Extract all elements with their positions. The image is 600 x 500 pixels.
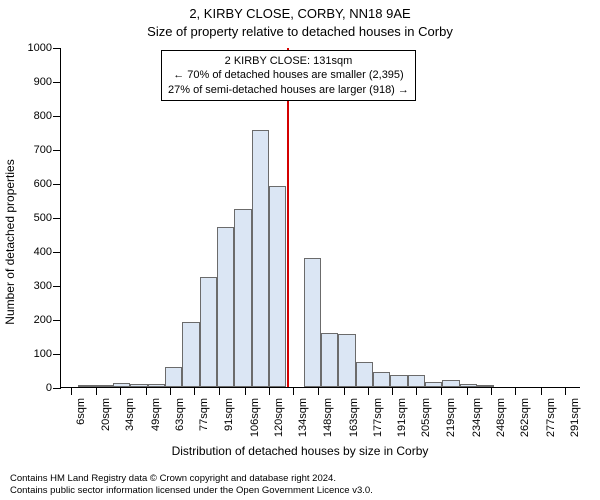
x-tick-label: 277sqm [545,398,557,438]
annotation-box: 2 KIRBY CLOSE: 131sqm← 70% of detached h… [161,50,416,101]
x-axis-label: Distribution of detached houses by size … [0,444,600,458]
x-tick-label: 120sqm [273,398,285,438]
histogram-bar [408,375,425,387]
y-tick-label: 500 [12,212,52,224]
x-tick [515,387,516,395]
y-tick [53,388,61,389]
x-tick-label: 262sqm [519,398,531,438]
x-tick [491,387,492,395]
page-title-line1: 2, KIRBY CLOSE, CORBY, NN18 9AE [0,6,600,21]
x-tick [219,387,220,395]
histogram-bar [165,367,182,387]
histogram-bar [234,209,251,388]
histogram-bar [130,384,147,387]
x-tick-label: 163sqm [348,398,360,438]
y-tick [53,184,61,185]
footer-line1: Contains HM Land Registry data © Crown c… [10,473,373,485]
histogram-bar [252,130,269,387]
histogram-bar [78,385,95,387]
x-tick-label: 34sqm [124,398,136,438]
y-tick-label: 800 [12,110,52,122]
histogram-bar [442,380,459,387]
histogram-bar [304,258,321,387]
histogram-bar [148,384,165,387]
histogram-bar [373,372,390,387]
y-tick [53,286,61,287]
histogram-bar [269,186,286,387]
attribution-footer: Contains HM Land Registry data © Crown c… [10,473,373,497]
x-tick [170,387,171,395]
histogram-bar [113,383,130,387]
x-tick [318,387,319,395]
footer-line2: Contains public sector information licen… [10,485,373,497]
histogram-bar [321,333,338,387]
x-tick-label: 20sqm [100,398,112,438]
histogram-bar [217,227,234,387]
x-tick-label: 205sqm [420,398,432,438]
y-tick-label: 100 [12,348,52,360]
x-tick-label: 6sqm [75,398,87,438]
x-tick [565,387,566,395]
x-tick-label: 49sqm [150,398,162,438]
annotation-line2: ← 70% of detached houses are smaller (2,… [168,68,409,82]
x-tick [96,387,97,395]
x-tick [467,387,468,395]
y-tick [53,354,61,355]
y-tick-label: 300 [12,280,52,292]
histogram-bar [356,362,373,388]
x-tick [416,387,417,395]
x-tick-label: 91sqm [223,398,235,438]
y-tick-label: 700 [12,144,52,156]
annotation-line3: 27% of semi-detached houses are larger (… [168,83,409,97]
y-tick [53,252,61,253]
x-tick [245,387,246,395]
x-tick [293,387,294,395]
histogram-bar [460,384,477,387]
histogram-bar [425,382,442,387]
x-tick-label: 77sqm [198,398,210,438]
x-tick-label: 219sqm [445,398,457,438]
x-tick [146,387,147,395]
x-tick [120,387,121,395]
x-tick-label: 148sqm [322,398,334,438]
x-tick [194,387,195,395]
y-tick [53,150,61,151]
x-tick-label: 134sqm [297,398,309,438]
x-tick-label: 177sqm [372,398,384,438]
x-tick-label: 191sqm [396,398,408,438]
histogram-bar [390,375,407,387]
histogram-bar [200,277,217,388]
x-tick [71,387,72,395]
x-tick-label: 63sqm [174,398,186,438]
x-tick [269,387,270,395]
y-tick-label: 900 [12,76,52,88]
chart-container: Number of detached properties 0100200300… [0,40,600,460]
x-tick-label: 291sqm [569,398,581,438]
y-tick [53,320,61,321]
plot-area: 010020030040050060070080090010006sqm20sq… [60,48,580,388]
x-tick [368,387,369,395]
x-tick-label: 248sqm [495,398,507,438]
annotation-line1: 2 KIRBY CLOSE: 131sqm [168,54,409,68]
histogram-bar [182,322,199,387]
y-tick [53,116,61,117]
page-title-line2: Size of property relative to detached ho… [0,24,600,39]
x-tick [392,387,393,395]
x-tick-label: 106sqm [249,398,261,438]
x-tick-label: 234sqm [471,398,483,438]
histogram-bar [477,385,494,387]
histogram-bar [96,385,113,387]
x-tick [441,387,442,395]
y-tick [53,218,61,219]
y-tick [53,82,61,83]
y-tick-label: 600 [12,178,52,190]
y-tick-label: 0 [12,382,52,394]
y-tick-label: 200 [12,314,52,326]
y-tick-label: 1000 [12,42,52,54]
y-tick-label: 400 [12,246,52,258]
y-tick [53,48,61,49]
x-tick [541,387,542,395]
x-tick [344,387,345,395]
histogram-bar [338,334,355,387]
